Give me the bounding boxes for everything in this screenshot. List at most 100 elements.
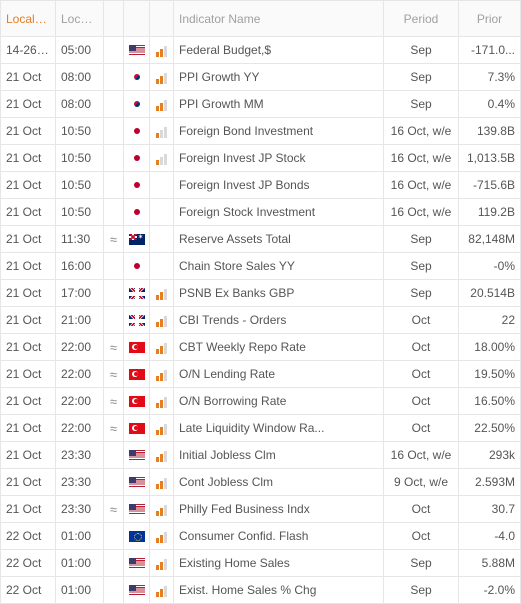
us-flag-icon — [129, 477, 145, 488]
cell-period: Oct — [384, 388, 459, 415]
cell-approx — [104, 253, 124, 280]
table-row[interactable]: 21 Oct22:00≈Late Liquidity Window Ra...O… — [1, 415, 521, 442]
cell-country — [124, 118, 150, 145]
jp-flag-icon — [129, 261, 145, 272]
cell-impact — [150, 91, 174, 118]
cell-date: 21 Oct — [1, 415, 56, 442]
cell-approx — [104, 118, 124, 145]
cell-indicator-name: Philly Fed Business Indx — [174, 496, 384, 523]
impact-bars-icon — [156, 396, 167, 408]
cell-time: 01:00 — [56, 577, 104, 604]
header-label: Prior — [477, 12, 502, 26]
col-header-prior[interactable]: Prior — [459, 1, 521, 37]
col-header-period[interactable]: Period — [384, 1, 459, 37]
cell-date: 21 Oct — [1, 280, 56, 307]
cell-country — [124, 91, 150, 118]
cell-impact — [150, 199, 174, 226]
table-row[interactable]: 22 Oct01:00Consumer Confid. FlashOct-4.0 — [1, 523, 521, 550]
cell-prior: -4.0 — [459, 523, 521, 550]
cell-country — [124, 64, 150, 91]
us-flag-icon — [129, 450, 145, 461]
table-row[interactable]: 21 Oct21:00CBI Trends - OrdersOct22 — [1, 307, 521, 334]
cell-indicator-name: Cont Jobless Clm — [174, 469, 384, 496]
cell-date: 22 Oct — [1, 577, 56, 604]
cell-approx — [104, 64, 124, 91]
cell-approx — [104, 91, 124, 118]
cell-time: 23:30 — [56, 469, 104, 496]
table-row[interactable]: 21 Oct10:50Foreign Invest JP Stock16 Oct… — [1, 145, 521, 172]
impact-bars-icon — [156, 99, 167, 111]
cell-approx — [104, 145, 124, 172]
tr-flag-icon — [129, 342, 145, 353]
cell-prior: 22 — [459, 307, 521, 334]
table-row[interactable]: 21 Oct10:50Foreign Stock Investment16 Oc… — [1, 199, 521, 226]
table-row[interactable]: 21 Oct10:50Foreign Bond Investment16 Oct… — [1, 118, 521, 145]
cell-time: 16:00 — [56, 253, 104, 280]
impact-bars-icon — [156, 45, 167, 57]
table-row[interactable]: 21 Oct10:50Foreign Invest JP Bonds16 Oct… — [1, 172, 521, 199]
table-row[interactable]: 21 Oct23:30≈Philly Fed Business IndxOct3… — [1, 496, 521, 523]
cell-time: 22:00 — [56, 415, 104, 442]
table-row[interactable]: 21 Oct08:00PPI Growth MMSep0.4% — [1, 91, 521, 118]
cell-time: 10:50 — [56, 172, 104, 199]
cell-prior: 22.50% — [459, 415, 521, 442]
table-row[interactable]: 22 Oct01:00Existing Home SalesSep5.88M — [1, 550, 521, 577]
cell-impact — [150, 145, 174, 172]
cell-time: 08:00 — [56, 91, 104, 118]
cell-period: Sep — [384, 64, 459, 91]
table-row[interactable]: 21 Oct23:30Initial Jobless Clm16 Oct, w/… — [1, 442, 521, 469]
cell-approx — [104, 37, 124, 64]
cell-prior: 19.50% — [459, 361, 521, 388]
cell-date: 21 Oct — [1, 118, 56, 145]
approx-icon: ≈ — [110, 232, 117, 247]
cell-prior: -2.0% — [459, 577, 521, 604]
cell-time: 08:00 — [56, 64, 104, 91]
impact-bars-icon — [156, 288, 167, 300]
cell-country — [124, 145, 150, 172]
cell-time: 17:00 — [56, 280, 104, 307]
col-header-approx[interactable] — [104, 1, 124, 37]
cell-time: 22:00 — [56, 388, 104, 415]
impact-bars-icon — [156, 153, 167, 165]
col-header-impact[interactable] — [150, 1, 174, 37]
cell-period: 16 Oct, w/e — [384, 199, 459, 226]
table-row[interactable]: 21 Oct17:00PSNB Ex Banks GBPSep20.514B — [1, 280, 521, 307]
table-row[interactable]: 21 Oct08:00PPI Growth YYSep7.3% — [1, 64, 521, 91]
col-header-indicator[interactable]: Indicator Name — [174, 1, 384, 37]
cell-prior: 16.50% — [459, 388, 521, 415]
table-row[interactable]: 21 Oct22:00≈O/N Borrowing RateOct16.50% — [1, 388, 521, 415]
cell-period: Oct — [384, 523, 459, 550]
cell-approx — [104, 523, 124, 550]
table-row[interactable]: 21 Oct11:30≈Reserve Assets TotalSep82,14… — [1, 226, 521, 253]
cell-time: 22:00 — [56, 334, 104, 361]
table-row[interactable]: 21 Oct22:00≈CBT Weekly Repo RateOct18.00… — [1, 334, 521, 361]
header-label: Indicator Name — [179, 12, 260, 26]
cell-date: 21 Oct — [1, 469, 56, 496]
cell-impact — [150, 64, 174, 91]
impact-bars-icon — [156, 126, 167, 138]
jp-flag-icon — [129, 153, 145, 164]
cell-impact — [150, 415, 174, 442]
kr-flag-icon — [129, 99, 145, 110]
cell-period: Sep — [384, 280, 459, 307]
table-row[interactable]: 21 Oct23:30Cont Jobless Clm9 Oct, w/e2.5… — [1, 469, 521, 496]
cell-prior: 293k — [459, 442, 521, 469]
col-header-local-time[interactable]: Local Time — [56, 1, 104, 37]
cell-time: 10:50 — [56, 199, 104, 226]
table-row[interactable]: 14-26 Oct05:00Federal Budget,$Sep-171.0.… — [1, 37, 521, 64]
col-header-country[interactable] — [124, 1, 150, 37]
cell-indicator-name: Foreign Stock Investment — [174, 199, 384, 226]
table-row[interactable]: 22 Oct01:00Exist. Home Sales % ChgSep-2.… — [1, 577, 521, 604]
table-row[interactable]: 21 Oct22:00≈O/N Lending RateOct19.50% — [1, 361, 521, 388]
impact-bars-icon — [156, 369, 167, 381]
table-row[interactable]: 21 Oct16:00Chain Store Sales YYSep-0% — [1, 253, 521, 280]
cell-approx: ≈ — [104, 415, 124, 442]
col-header-local-date[interactable]: Local Date ▲ — [1, 1, 56, 37]
economic-calendar-table: Local Date ▲ Local Time Indicator Name P… — [0, 0, 521, 604]
cell-indicator-name: Consumer Confid. Flash — [174, 523, 384, 550]
cell-indicator-name: Foreign Invest JP Bonds — [174, 172, 384, 199]
cell-date: 21 Oct — [1, 361, 56, 388]
cell-indicator-name: Chain Store Sales YY — [174, 253, 384, 280]
cell-time: 23:30 — [56, 496, 104, 523]
cell-country — [124, 280, 150, 307]
